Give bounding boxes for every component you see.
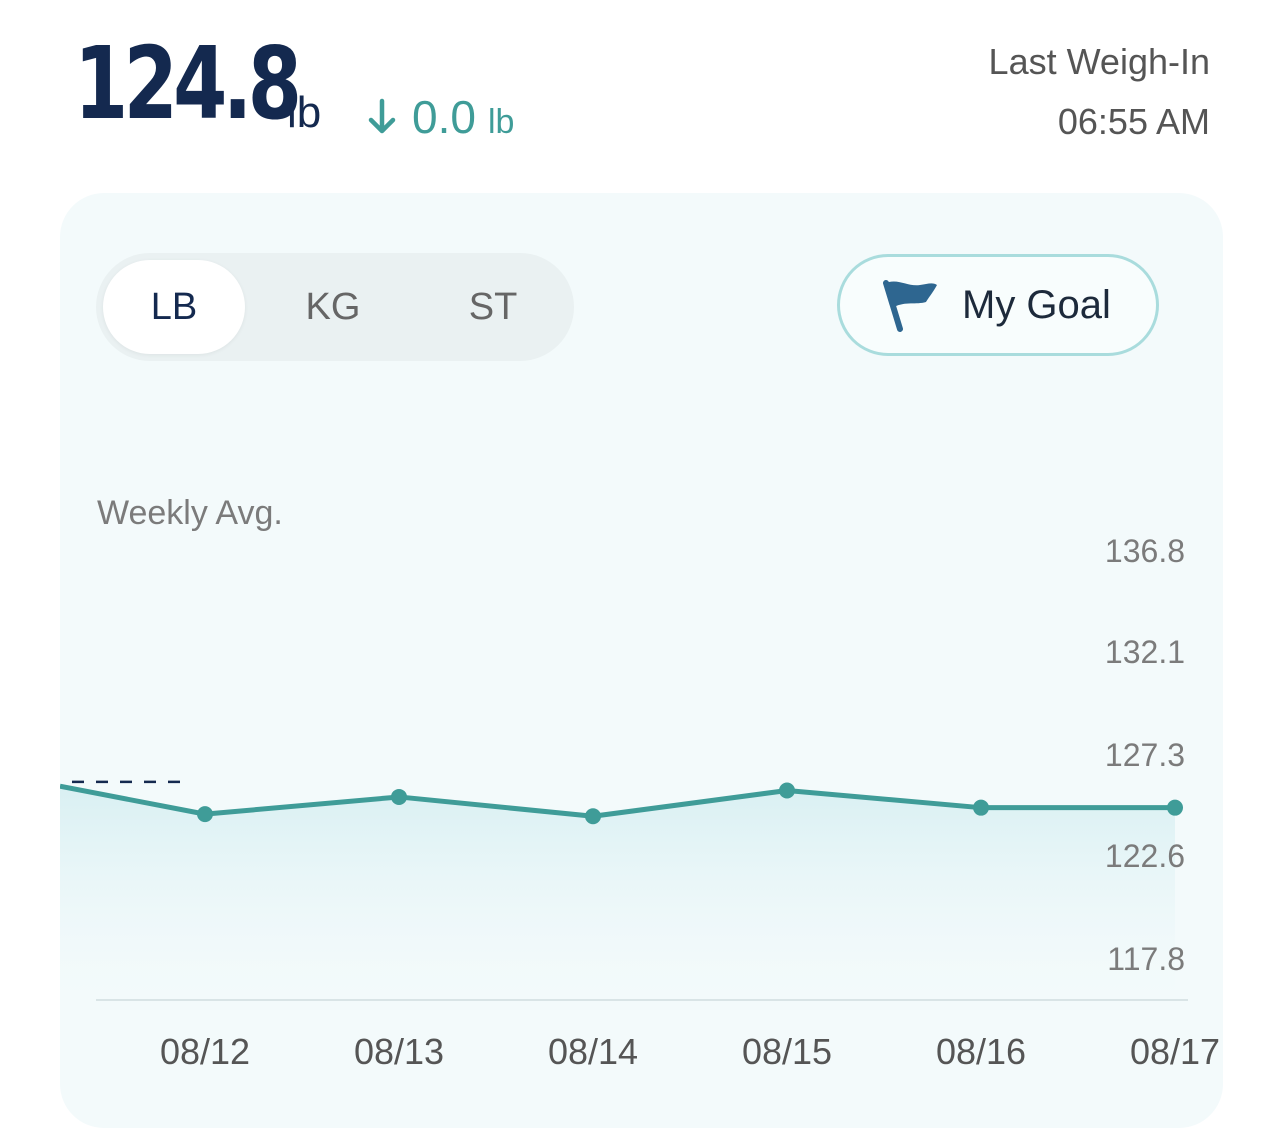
unit-option-lb[interactable]: LB [103, 260, 245, 354]
current-weight-value: 124.8 [74, 25, 302, 142]
chart-points [197, 782, 1183, 825]
arrow-down-icon [368, 98, 396, 134]
weight-change: 0.0 lb [366, 94, 514, 140]
y-axis-ticks: 136.8 132.1 127.3 122.6 117.8 [1105, 533, 1185, 977]
last-weigh-in-label: Last Weigh-In [988, 41, 1210, 82]
flag-icon [883, 280, 937, 332]
data-point-08/15[interactable] [779, 782, 795, 799]
header: 124.8 lb 0.0 lb Last Weigh-In 06:55 AM [0, 0, 1284, 180]
x-tick-label: 08/16 [936, 1031, 1026, 1072]
unit-toggle: LB KG ST [96, 253, 574, 361]
x-tick-label: 08/15 [742, 1031, 832, 1072]
y-tick-label: 127.3 [1105, 737, 1185, 773]
weight-change-value: 0.0 [412, 91, 476, 143]
x-tick-label: 08/14 [548, 1031, 638, 1072]
data-point-08/13[interactable] [391, 788, 407, 805]
unit-option-kg[interactable]: KG [305, 285, 361, 328]
weight-chart-card: LB KG ST My Goal Weekly Avg. 136.8 132.1 1… [60, 193, 1223, 1128]
x-axis-ticks: 08/12 08/13 08/14 08/15 08/16 08/17 [160, 1031, 1220, 1072]
current-weight-unit: lb [287, 88, 322, 137]
area-fill-path [60, 786, 1175, 1000]
last-weigh-in-time: 06:55 AM [1057, 101, 1210, 142]
chart-area-fill [60, 786, 1175, 1000]
data-point-08/14[interactable] [585, 808, 601, 825]
y-tick-label: 117.8 [1107, 941, 1185, 977]
x-tick-label: 08/12 [160, 1031, 250, 1072]
y-tick-label: 136.8 [1105, 533, 1185, 569]
y-tick-label: 132.1 [1105, 634, 1185, 670]
y-tick-label: 122.6 [1105, 838, 1185, 874]
unit-option-st[interactable]: ST [468, 285, 518, 328]
weight-change-unit: lb [487, 103, 515, 141]
my-goal-button[interactable]: My Goal [837, 254, 1159, 356]
weekly-avg-label: Weekly Avg. [97, 494, 283, 532]
data-point-08/12[interactable] [197, 806, 213, 823]
data-point-08/17[interactable] [1167, 799, 1183, 816]
data-point-08/16[interactable] [973, 799, 989, 816]
x-tick-label: 08/17 [1130, 1031, 1220, 1072]
x-tick-label: 08/13 [354, 1031, 444, 1072]
my-goal-label: My Goal [962, 282, 1111, 327]
